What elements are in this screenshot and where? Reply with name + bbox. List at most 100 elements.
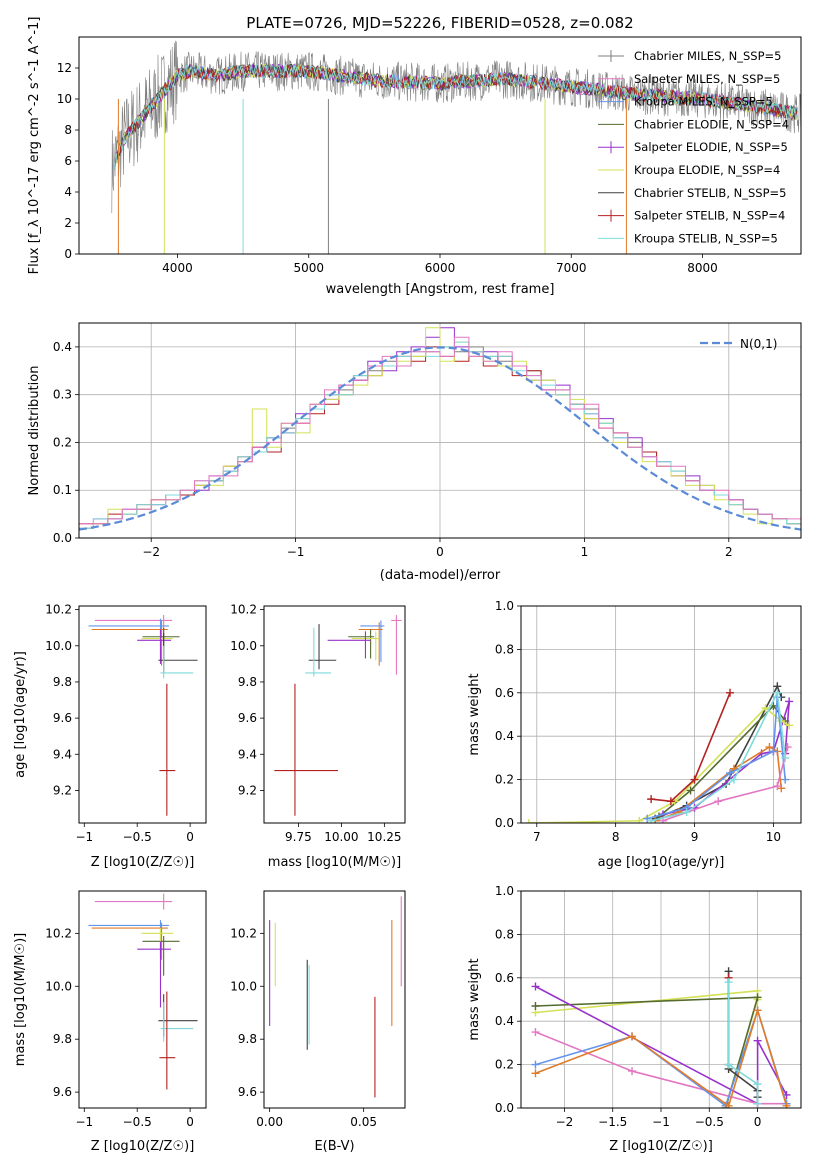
series-point (753, 1006, 762, 1015)
series-point (682, 808, 691, 817)
y-tick-label: 9.4 (53, 747, 72, 761)
x-axis-label: Z [log10(Z/Z☉)] (91, 1139, 195, 1154)
series-point (635, 816, 644, 823)
series-point (531, 1060, 540, 1069)
x-axis-label: mass [log10(M/M☉)] (268, 855, 401, 870)
y-tick-label: 9.8 (238, 1032, 257, 1046)
y-tick-label: 12 (57, 61, 72, 75)
error-bar-point (137, 629, 172, 664)
series-group (651, 743, 786, 823)
axes-frame (78, 322, 802, 539)
y-tick-label: 10.0 (45, 639, 72, 653)
y-tick-label: 6 (64, 154, 72, 168)
series-point (531, 982, 540, 991)
x-tick-label: 0.05 (350, 1115, 377, 1129)
y-tick-label: 4 (64, 185, 72, 199)
series-point (628, 1067, 637, 1076)
massweight-vs-age-panel: 7 8 9 10 0.0 0.2 0.4 0.6 0.8 1.0 age [log10(age/yr… (467, 599, 802, 870)
y-tick-label: 0.1 (53, 483, 72, 497)
x-axis-label: Z [log10(Z/Z☉)] (609, 1139, 713, 1154)
x-tick-label: 4000 (162, 261, 193, 275)
series-point (773, 688, 782, 697)
y-axis-label: Flux [f_λ 10^-17 erg cm^-2 s^-1 A^-1] (27, 17, 42, 275)
error-bar-point (327, 631, 371, 659)
series-point (628, 1032, 637, 1041)
ticks: −2 −1 0 1 2 0.0 0.1 0.2 0.3 0.4 (53, 323, 801, 559)
axes-frame (263, 605, 406, 824)
y-tick-label: 0.8 (495, 642, 514, 656)
x-axis-label: E(B-V) (314, 1139, 354, 1154)
y-tick-label: 9.2 (238, 783, 257, 797)
series-line (654, 746, 783, 822)
x-tick-label: 10.25 (367, 830, 401, 844)
series-point (531, 1002, 540, 1011)
x-tick-label: −0.5 (123, 1115, 152, 1129)
axes-frame (520, 890, 802, 1109)
y-tick-label: 9.8 (53, 675, 72, 689)
series-line (662, 701, 790, 816)
ticks: 0.00 0.05 9.6 9.8 10.0 10.2 (230, 926, 377, 1129)
axes-frame (263, 890, 406, 1109)
ticks: 7 8 9 10 0.0 0.2 0.4 0.6 0.8 1.0 (495, 599, 801, 844)
series-line (651, 692, 731, 803)
error-bar-point (360, 620, 385, 663)
y-tick-label: 0.6 (495, 686, 514, 700)
legend-label: Chabrier STELIB, N_SSP=5 (634, 186, 786, 200)
error-bar-point (305, 627, 332, 677)
y-tick-label: 0.2 (495, 1058, 514, 1072)
y-tick-label: 1.0 (495, 599, 514, 613)
legend-label: Salpeter ELODIE, N_SSP=5 (634, 140, 788, 154)
series-point (761, 703, 770, 712)
model-spectrum-line (114, 64, 798, 170)
error-bar-point (94, 893, 173, 910)
error-bar-point (160, 1002, 194, 1042)
series-point (647, 816, 656, 823)
series-group (724, 978, 762, 1108)
legend-label: Chabrier ELODIE, N_SSP=4 (634, 117, 789, 131)
series-line (535, 1031, 787, 1105)
axes-frame (78, 36, 802, 255)
y-axis-label: age [log10(age/yr)] (13, 651, 28, 778)
y-tick-label: 0.4 (495, 1014, 514, 1028)
x-tick-label: −2 (142, 545, 160, 559)
y-tick-label: 10.0 (230, 639, 257, 653)
x-axis-label: Z [log10(Z/Z☉)] (91, 855, 195, 870)
series-line (535, 985, 788, 1106)
series-point (753, 1099, 762, 1108)
series-line (727, 971, 759, 1098)
error-bar-point (137, 941, 172, 1008)
gaussian-curve-line (79, 346, 801, 531)
ticks: 9.75 10.00 10.25 9.2 9.4 9.6 9.8 10.0 10.2 (230, 603, 401, 844)
x-tick-label: 8 (612, 830, 620, 844)
axes-frame (520, 605, 802, 824)
legend-label: Kroupa ELODIE, N_SSP=4 (634, 163, 780, 177)
error-bar-point (274, 683, 338, 816)
ticks: −1 −0.5 0 9.2 9.4 9.6 9.8 10.0 10.2 (45, 603, 194, 844)
y-tick-label: 0 (64, 247, 72, 261)
series-group (531, 1006, 791, 1108)
y-tick-label: 10 (57, 92, 72, 106)
series-point (785, 697, 794, 706)
series-point (753, 993, 762, 1002)
y-tick-label: 10.2 (230, 926, 257, 940)
x-tick-label: −2 (556, 1115, 574, 1129)
residuals-panel: −2 −1 0 1 2 0.0 0.1 0.2 0.3 0.4 (data-model)/error… (27, 322, 802, 583)
series-point (773, 782, 782, 791)
y-tick-label: 9.4 (238, 747, 257, 761)
y-axis-label: mass weight (467, 673, 482, 755)
series-line (528, 706, 790, 823)
series-point (782, 1101, 791, 1108)
series-point (714, 797, 723, 806)
series-point (753, 1036, 762, 1045)
x-tick-label: 2 (725, 545, 733, 559)
x-tick-label: −0.5 (123, 830, 152, 844)
series-point (724, 978, 733, 987)
y-tick-label: 2 (64, 216, 72, 230)
y-tick-label: 8 (64, 123, 72, 137)
axes-frame (78, 605, 207, 824)
x-tick-label: 7 (533, 830, 541, 844)
y-tick-label: 9.6 (53, 711, 72, 725)
y-tick-label: 0.0 (495, 816, 514, 830)
error-bar-point (391, 615, 402, 675)
